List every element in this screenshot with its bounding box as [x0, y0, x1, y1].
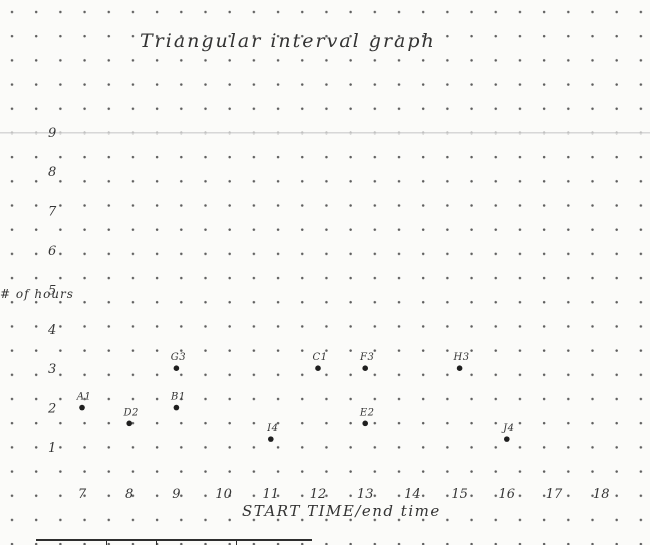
x-axis-label: START TIME/end time — [242, 502, 441, 520]
x-tick-label: 13 — [357, 487, 374, 502]
bottom-rule-fragment — [36, 539, 312, 545]
y-tick-label: 8 — [48, 165, 56, 180]
scatter-point — [126, 420, 132, 427]
x-tick-label: 14 — [404, 487, 421, 502]
scatter-point — [315, 365, 321, 372]
scatter-point — [504, 436, 510, 442]
point-label: J4 — [501, 423, 514, 434]
scatter-point — [268, 436, 274, 442]
point-label: H3 — [453, 352, 470, 363]
scatter-point — [456, 365, 463, 372]
x-tick-label: 12 — [310, 487, 327, 502]
y-axis-ticks: 1 2 3 4 5 6 7 8 9 — [47, 126, 57, 456]
point-label: A1 — [76, 392, 92, 403]
x-axis-ticks: 7 8 9 10 11 12 13 14 15 16 17 18 — [78, 487, 610, 502]
scatter-point — [79, 404, 85, 411]
y-tick-label: 5 — [48, 283, 56, 298]
point-label: G3 — [171, 352, 186, 363]
x-tick-label: 9 — [172, 487, 180, 502]
scatter-point — [362, 420, 369, 427]
x-tick-label: 7 — [78, 487, 87, 502]
y-tick-label: 3 — [48, 362, 56, 377]
y-tick-label: 4 — [47, 323, 56, 338]
y-tick-label: 6 — [48, 244, 56, 259]
point-label: C1 — [312, 352, 327, 363]
y-tick-label: 1 — [48, 441, 56, 456]
x-tick-label: 18 — [593, 487, 610, 502]
point-label: B1 — [170, 392, 186, 403]
x-tick-label: 11 — [263, 487, 280, 502]
scatter-points: A1 D2 G3 B1 C1 F3 H3 E2 I4 J4 — [76, 352, 514, 442]
x-tick-label: 16 — [499, 487, 516, 502]
x-tick-label: 8 — [125, 487, 133, 502]
point-label: F3 — [359, 352, 374, 363]
scatter-point — [173, 365, 180, 372]
scatter-point — [173, 404, 180, 411]
point-label: I4 — [266, 423, 278, 434]
y-tick-label: 9 — [48, 126, 56, 141]
x-tick-label: 17 — [546, 487, 563, 502]
point-label: D2 — [123, 407, 139, 418]
paper-fold-line — [0, 132, 650, 134]
y-tick-label: 2 — [47, 402, 56, 417]
chart-title: Triangular interval graph — [140, 30, 436, 52]
y-axis-label: # of hours — [0, 287, 74, 301]
y-tick-label: 7 — [48, 205, 57, 220]
point-label: E2 — [359, 407, 375, 418]
x-tick-label: 15 — [451, 487, 468, 502]
x-tick-label: 10 — [215, 487, 232, 502]
scatter-point — [362, 365, 369, 372]
